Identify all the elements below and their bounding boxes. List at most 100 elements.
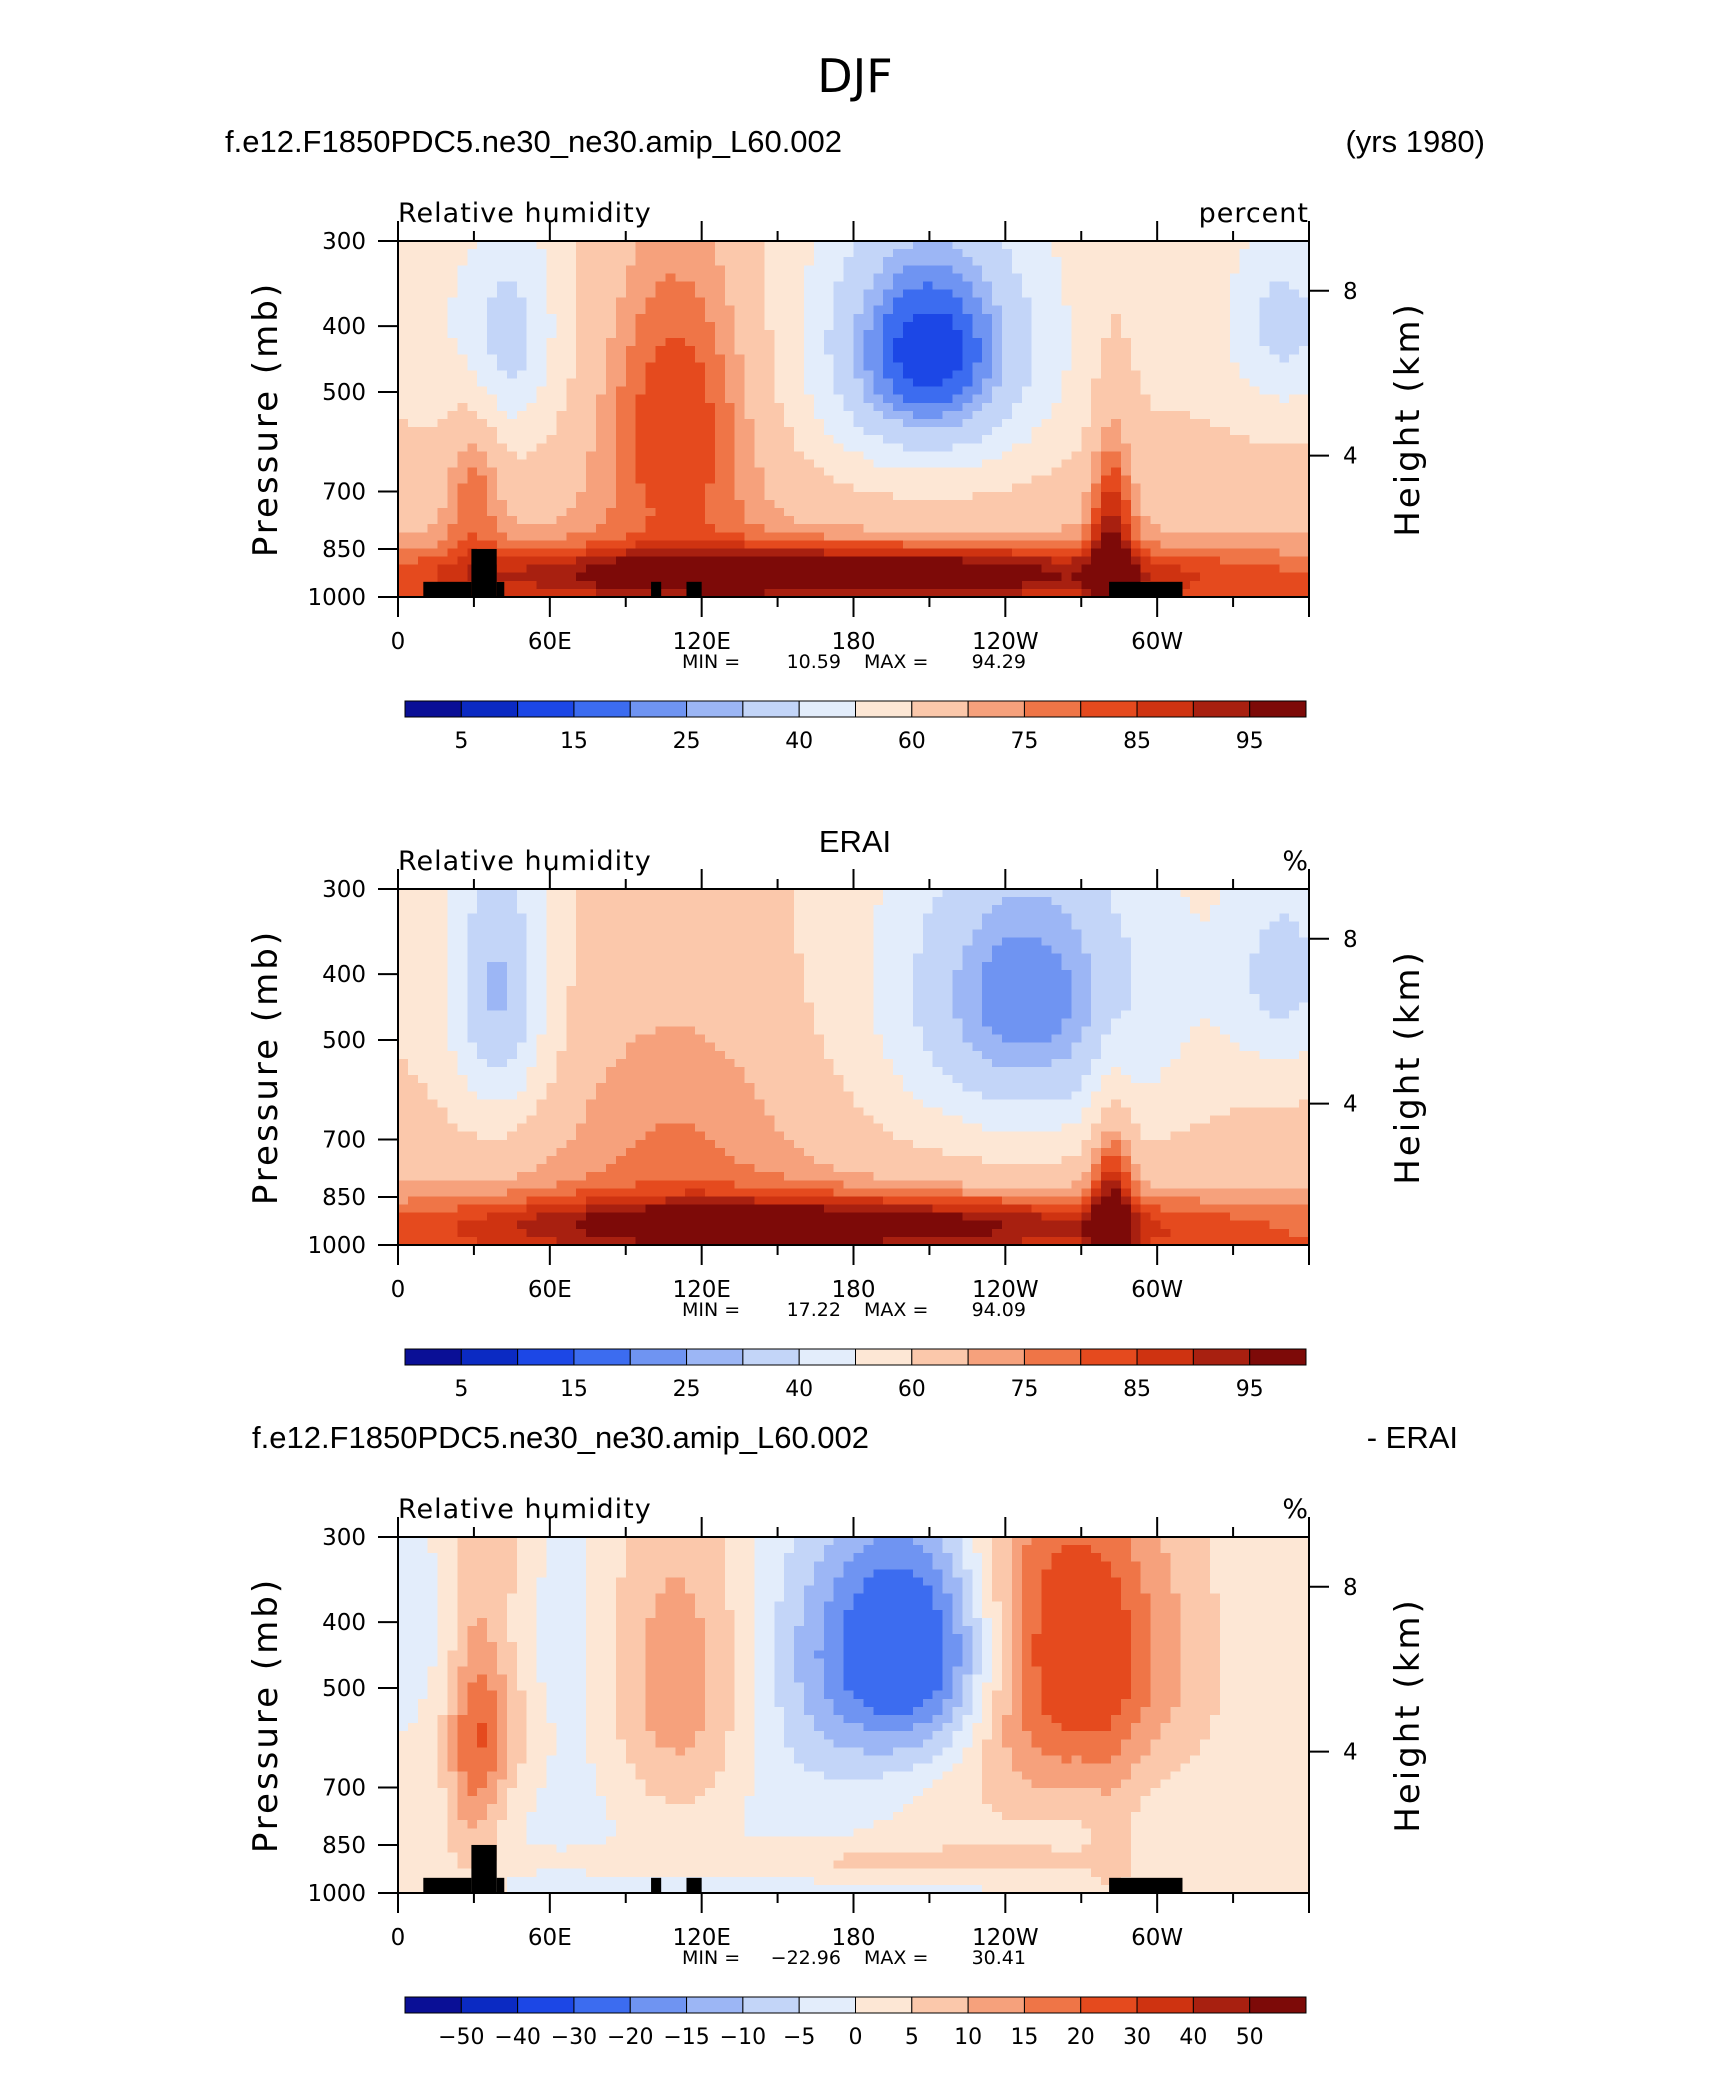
field-cell: [467, 491, 478, 501]
field-cell: [903, 281, 914, 291]
field-cell: [526, 265, 538, 274]
field-cell: [635, 427, 647, 436]
field-cell: [754, 913, 765, 922]
field-cell: [833, 580, 845, 590]
field-cell: [1071, 921, 1082, 931]
field-cell: [1031, 402, 1043, 412]
field-cell: [794, 572, 805, 582]
field-cell: [774, 354, 785, 363]
field-cell: [1140, 483, 1152, 493]
field-cell: [704, 483, 716, 493]
field-cell: [1091, 419, 1102, 428]
field-cell: [1279, 564, 1290, 574]
field-cell: [1140, 402, 1152, 412]
field-cell: [457, 451, 468, 461]
field-cell: [427, 402, 439, 412]
field-cell: [417, 459, 429, 469]
field-cell: [437, 905, 449, 914]
field-cell: [853, 370, 864, 380]
field-cell: [1002, 370, 1013, 380]
field-cell: [912, 475, 924, 485]
field-cell: [566, 540, 577, 550]
field-cell: [615, 467, 627, 477]
field-cell: [962, 556, 973, 566]
field-cell: [1130, 289, 1142, 299]
field-cell: [536, 564, 548, 574]
field-cell: [794, 330, 805, 339]
field-cell: [952, 491, 964, 501]
field-cell: [704, 889, 716, 898]
field-cell: [645, 297, 657, 307]
field-cell: [1150, 913, 1162, 922]
field-cell: [972, 330, 983, 339]
field-cell: [704, 305, 716, 315]
field-cell: [942, 937, 954, 947]
field-cell: [1011, 491, 1023, 501]
field-cell: [813, 443, 825, 452]
field-cell: [922, 459, 934, 469]
field-cell: [982, 313, 993, 323]
field-cell: [556, 443, 567, 452]
field-cell: [1031, 241, 1043, 250]
field-cell: [1209, 289, 1221, 299]
field-cell: [1170, 953, 1181, 963]
field-cell: [1002, 580, 1013, 590]
field-cell: [635, 516, 647, 525]
field-cell: [1002, 443, 1013, 452]
field-cell: [526, 889, 538, 898]
field-cell: [457, 362, 468, 372]
colorbar-swatch: [517, 700, 575, 718]
field-cell: [1110, 929, 1122, 939]
field-cell: [665, 540, 676, 550]
field-cell: [1140, 532, 1152, 541]
field-cell: [813, 548, 825, 558]
field-cell: [784, 516, 795, 525]
field-cell: [516, 516, 528, 525]
field-cell: [1259, 402, 1270, 412]
field-cell: [447, 394, 459, 404]
field-cell: [556, 241, 567, 250]
field-cell: [1130, 905, 1142, 914]
field-cell: [605, 297, 617, 307]
field-cell: [615, 889, 627, 898]
field-cell: [1229, 386, 1241, 396]
field-cell: [1101, 402, 1112, 412]
field-cell: [586, 257, 597, 266]
field-cell: [586, 588, 597, 598]
field-cell: [843, 483, 855, 493]
field-cell: [784, 524, 795, 533]
field-cell: [1170, 338, 1181, 347]
field-cell: [774, 241, 785, 250]
field-cell: [427, 354, 439, 363]
field-cell: [982, 483, 993, 493]
field-cell: [1051, 580, 1063, 590]
field-cell: [972, 297, 983, 307]
field-cell: [1200, 451, 1211, 461]
field-cell: [665, 467, 676, 477]
field-cell: [417, 435, 429, 444]
field-cell: [1041, 297, 1053, 307]
field-cell: [1041, 354, 1053, 363]
field-cell: [605, 313, 617, 323]
field-cell: [1229, 410, 1241, 420]
field-cell: [645, 897, 657, 906]
field-cell: [1279, 281, 1290, 291]
field-cell: [506, 402, 518, 412]
field-cell: [1130, 362, 1142, 372]
field-cell: [734, 321, 746, 331]
field-cell: [1031, 273, 1043, 283]
field-cells: [398, 889, 1310, 1246]
field-cell: [962, 370, 973, 380]
field-cell: [596, 370, 607, 380]
field-cell: [1279, 905, 1290, 914]
field-cell: [457, 443, 468, 452]
field-cell: [1200, 289, 1211, 299]
field-cell: [922, 297, 934, 307]
field-cell: [1120, 338, 1132, 347]
field-cell: [843, 548, 855, 558]
field-cell: [427, 524, 439, 533]
field-cell: [1259, 443, 1270, 452]
field-cell: [695, 362, 706, 372]
field-cell: [1041, 483, 1053, 493]
field-cell: [803, 321, 815, 331]
